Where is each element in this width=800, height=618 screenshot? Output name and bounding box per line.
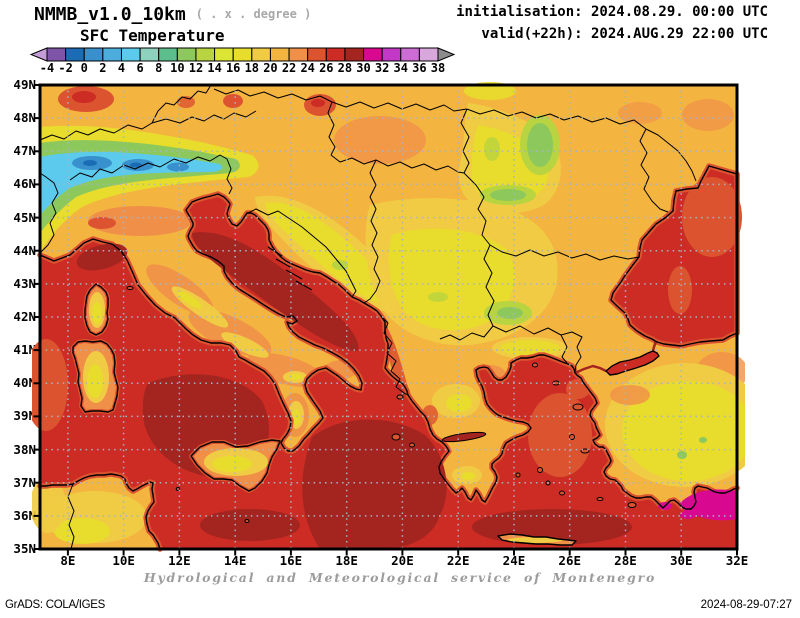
colorbar-tick-labels: -4 -2 0 2 4 6 8 10 12 14 16 18 20 22 24 26 28 30 32 34 36 38 (0, 61, 800, 75)
colorbar-band (381, 47, 402, 62)
colorbar-tick-label: 20 (263, 61, 278, 75)
lat-label: 48N (13, 110, 36, 126)
lat-label: 41N (13, 342, 36, 358)
colorbar-band (325, 47, 346, 62)
valid-time: valid(+22h): 2024.AUG.29 22:00 UTC (481, 26, 768, 42)
page-title: NMMB_v1.0_10km ( . x . degree ) (34, 4, 311, 25)
colorbar-tick-label: -4 (39, 61, 55, 75)
lon-label: 26E (558, 553, 582, 568)
colorbar-band (102, 47, 122, 62)
lat-label: 49N (13, 77, 36, 92)
colorbar-band (232, 47, 253, 62)
temperature-colorbar (30, 47, 456, 62)
field-title: SFC Temperature (80, 26, 225, 45)
colorbar-band (214, 47, 234, 62)
colorbar-band (176, 47, 197, 62)
colorbar-tick-label: 28 (337, 61, 353, 75)
temperature-map (32, 82, 745, 556)
lon-label: 8E (60, 553, 76, 568)
lon-label: 32E (725, 553, 749, 568)
land-temperature-patches (32, 82, 745, 544)
colorbar-tick-label: 12 (188, 61, 204, 75)
colorbar-left-arrow (30, 47, 48, 62)
bosporus-strait (651, 340, 658, 352)
colorbar-tick-label: 22 (281, 61, 297, 75)
lon-label: 20E (391, 553, 414, 568)
colorbar-band (251, 47, 271, 62)
lon-label: 12E (168, 553, 191, 568)
colorbar-tick-label: 16 (225, 61, 241, 75)
country-borders (39, 84, 697, 550)
lat-label: 36N (13, 507, 36, 523)
colorbar-tick-label: 2 (99, 61, 107, 75)
colorbar-tick-label: 4 (117, 61, 126, 75)
colorbar-tick-label: 24 (300, 61, 315, 75)
colorbar-band (418, 47, 439, 62)
colorbar-tick-label: 34 (393, 61, 408, 75)
colorbar-band (363, 47, 383, 62)
lat-label: 39N (13, 408, 36, 424)
lon-label: 16E (279, 553, 303, 568)
colorbar-tick-label: 8 (155, 61, 163, 75)
lon-label: 22E (446, 553, 470, 568)
lat-label: 46N (13, 176, 36, 192)
colorbar-band (400, 47, 420, 62)
colorbar-band (120, 47, 141, 62)
colorbar-tick-label: 38 (430, 61, 446, 75)
lat-label: 43N (13, 275, 36, 291)
colorbar-band (139, 47, 160, 62)
lon-label: 28E (614, 553, 637, 568)
lat-label: 44N (13, 242, 36, 258)
colorbar-band (65, 47, 85, 62)
timestamp: 2024-08-29-07:27 (700, 599, 792, 611)
map-area (32, 82, 745, 549)
colorbar-band (307, 47, 327, 62)
lon-label: 18E (335, 553, 358, 568)
colorbar-band (46, 47, 67, 62)
lat-label: 45N (13, 209, 36, 225)
sea-of-marmara (606, 351, 659, 375)
model-title: NMMB_v1.0_10km (34, 4, 186, 25)
islands (71, 282, 576, 545)
colorbar-band (288, 47, 309, 62)
grads-credit: GrADS: COLA/IGES (5, 599, 106, 611)
small-islands (126, 246, 658, 523)
colorbar-right-arrow (437, 47, 456, 62)
lon-label: 10E (112, 553, 135, 568)
lat-label: 40N (13, 375, 36, 391)
dardanelles-strait (574, 364, 607, 375)
colorbar-tick-label: 30 (356, 61, 371, 75)
colorbar-tick-label: -2 (58, 61, 73, 75)
colorbar-tick-label: 18 (244, 61, 260, 75)
lat-label: 38N (13, 441, 36, 457)
colorbar-band (344, 47, 365, 62)
lon-label: 30E (669, 553, 693, 568)
gulf-of-corinth (441, 431, 487, 443)
model-resolution-note: ( . x . degree ) (195, 7, 312, 21)
lat-label: 47N (13, 143, 36, 159)
colorbar-band (195, 47, 216, 62)
colorbar-tick-label: 6 (136, 61, 144, 75)
colorbar-tick-label: 32 (374, 61, 390, 75)
lat-label: 35N (13, 541, 36, 556)
colorbar-tick-label: 0 (80, 61, 88, 75)
colorbar-band (83, 47, 104, 62)
lat-label: 42N (13, 309, 36, 324)
lon-label: 24E (502, 553, 526, 568)
colorbar-band (158, 47, 178, 62)
lat-label: 37N (13, 474, 36, 490)
colorbar-tick-label: 26 (319, 61, 334, 75)
colorbar-tick-label: 36 (412, 61, 427, 75)
lon-label: 14E (223, 553, 247, 568)
lat-lon-grid (40, 85, 737, 549)
service-credit: Hydrological and Meteorological service … (143, 570, 657, 585)
colorbar-tick-label: 14 (207, 61, 222, 75)
colorbar-tick-label: 10 (170, 61, 185, 75)
colorbar-band (269, 47, 290, 62)
initialisation-time: initialisation: 2024.08.29. 00:00 UTC (456, 4, 768, 20)
axis-ticks (33, 84, 738, 556)
